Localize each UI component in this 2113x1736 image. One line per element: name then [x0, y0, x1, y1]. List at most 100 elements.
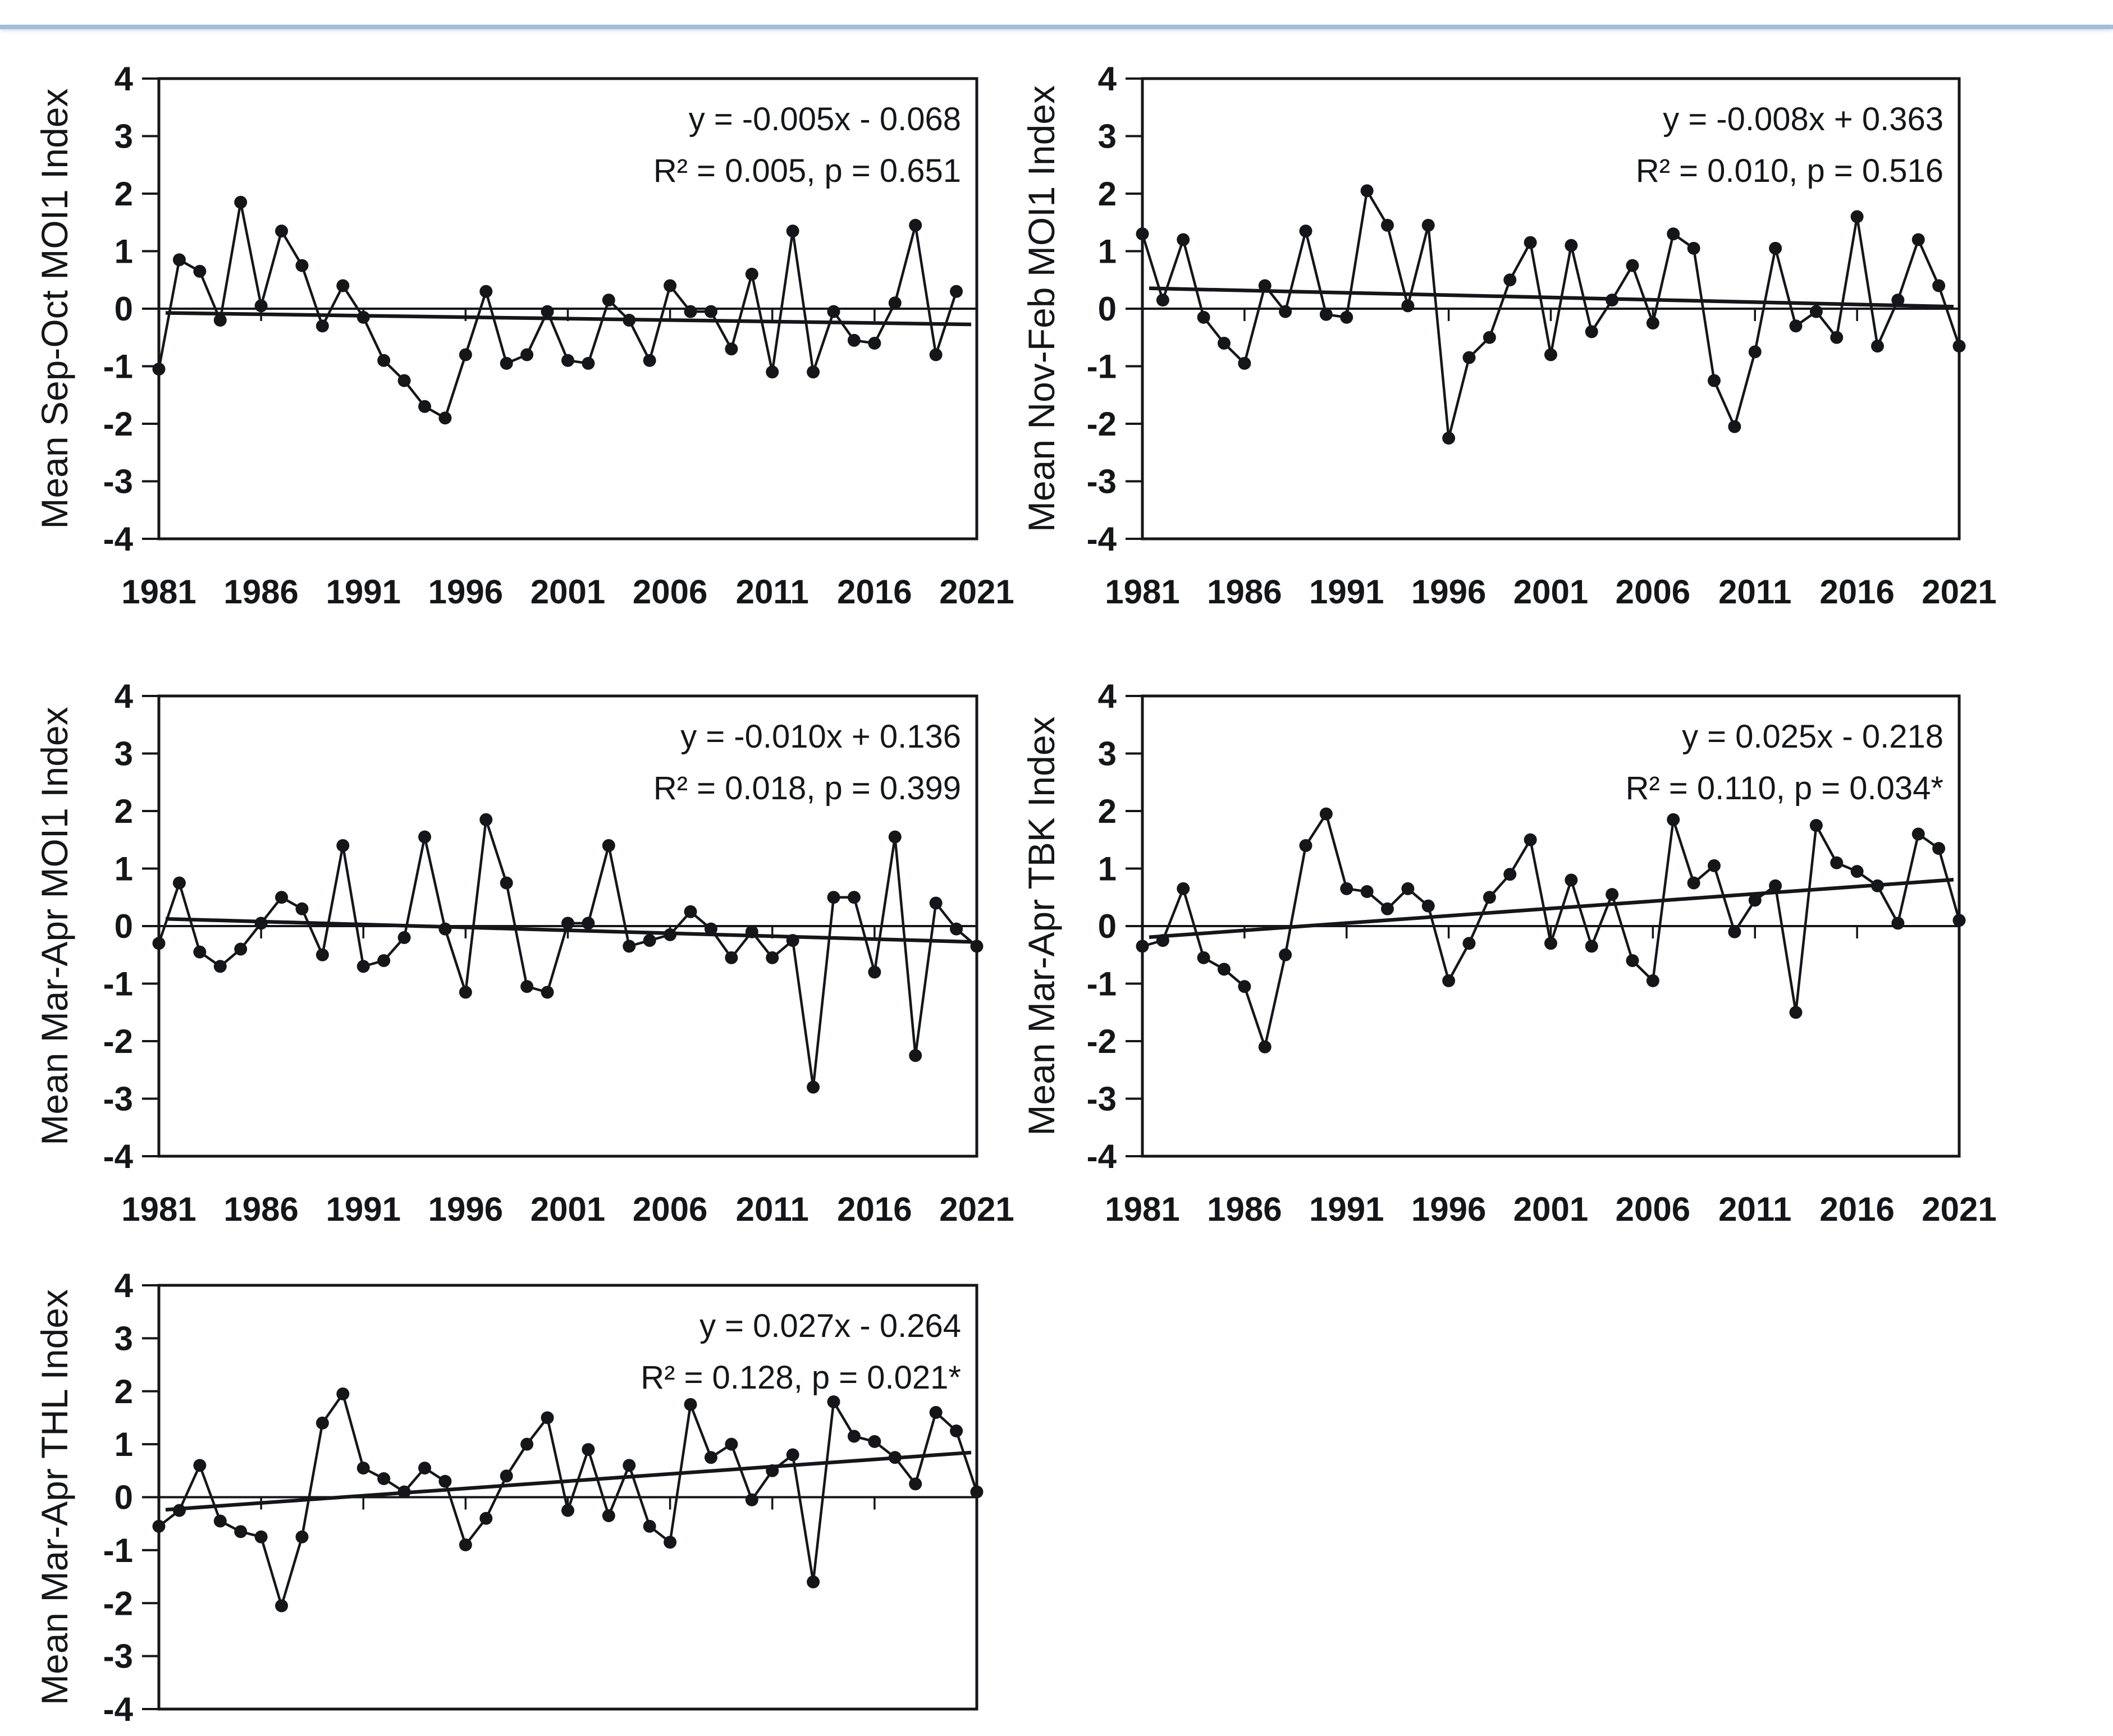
y-tick-label: 0	[1098, 290, 1117, 328]
data-point	[1952, 340, 1966, 353]
data-point	[1932, 842, 1946, 855]
data-point	[1748, 894, 1762, 907]
data-point	[664, 928, 677, 941]
data-point	[356, 310, 370, 324]
y-tick-label: -3	[1087, 463, 1117, 501]
data-point	[336, 839, 350, 852]
data-point	[152, 363, 166, 376]
x-tick-label: 1991	[326, 1190, 401, 1228]
data-point	[929, 1406, 943, 1419]
data-point	[172, 1504, 186, 1517]
data-point	[1197, 310, 1210, 324]
chart-panel-middle-left: -4 -3 -2 -1 0 1 2 3 4 1981 1986 1991 1996 2001 2006 201…	[34, 677, 1014, 1228]
data-point	[1952, 914, 1966, 927]
data-point	[1830, 331, 1844, 344]
x-tick-label: 2021	[939, 1190, 1014, 1228]
series-line	[157, 818, 978, 1089]
data-point	[807, 1080, 820, 1094]
data-point	[1279, 305, 1292, 318]
y-tick-label: 1	[115, 1426, 133, 1463]
data-point	[275, 891, 289, 904]
x-tick-label: 1986	[223, 573, 298, 611]
data-point	[1871, 879, 1884, 892]
y-tick-label: 2	[1098, 175, 1117, 213]
x-tick-label: 2001	[1513, 573, 1588, 611]
data-point	[356, 1462, 370, 1475]
data-point	[541, 986, 554, 999]
x-tick-label: 2001	[530, 573, 605, 611]
y-tick-label: 4	[1098, 60, 1117, 98]
data-point	[500, 356, 513, 370]
data-point	[520, 348, 534, 361]
data-point	[1687, 241, 1700, 255]
data-point	[1197, 951, 1210, 964]
data-point	[1279, 948, 1292, 961]
data-point	[725, 342, 738, 356]
data-point	[1708, 859, 1721, 872]
data-point	[1911, 827, 1925, 841]
equation-label: y = -0.008x + 0.363	[1663, 101, 1943, 138]
y-tick-label: 2	[115, 1373, 133, 1410]
data-point	[479, 285, 493, 298]
data-point	[438, 411, 452, 425]
data-point	[1544, 937, 1557, 950]
data-point	[1299, 225, 1312, 238]
data-point	[1708, 374, 1721, 387]
x-tick-label: 1981	[121, 573, 196, 611]
r-squared-label: R² = 0.018, p = 0.399	[653, 770, 961, 807]
data-point	[868, 1435, 881, 1448]
data-point	[1156, 934, 1169, 947]
data-point	[254, 917, 268, 930]
y-tick-label: 4	[115, 677, 134, 715]
y-axis-title: Mean Nov-Feb MOI1 Index	[1021, 85, 1062, 532]
data-point	[909, 1049, 922, 1062]
data-point	[213, 960, 227, 973]
y-tick-label: -4	[1087, 1138, 1117, 1175]
data-point	[315, 319, 329, 333]
data-point	[827, 1395, 840, 1409]
x-tick-label: 2011	[736, 573, 809, 611]
data-point	[1728, 925, 1741, 938]
x-tick-label: 1981	[1105, 1190, 1179, 1228]
data-point	[602, 294, 615, 307]
data-point	[950, 1424, 963, 1438]
data-point	[1258, 279, 1272, 292]
y-tick-label: -1	[1087, 348, 1117, 386]
data-point	[766, 365, 779, 379]
data-point	[377, 354, 391, 367]
x-tick-label: 2011	[1718, 573, 1791, 611]
data-point	[1667, 227, 1680, 241]
x-tick-label: 1986	[1207, 1190, 1282, 1228]
data-point	[1462, 351, 1476, 364]
data-point	[152, 1519, 166, 1533]
data-point	[1421, 899, 1435, 913]
data-point	[254, 1530, 268, 1543]
data-point	[1503, 868, 1517, 881]
data-point	[479, 813, 493, 826]
data-point	[1585, 940, 1598, 953]
y-axis-title: Mean Sep-Oct MOI1 Index	[34, 88, 75, 529]
data-point	[1401, 882, 1415, 895]
data-point	[356, 960, 370, 973]
data-point	[1177, 882, 1190, 895]
y-tick-label: 3	[1098, 118, 1117, 155]
r-squared-label: R² = 0.010, p = 0.516	[1636, 153, 1943, 189]
data-point	[234, 1525, 248, 1538]
data-point	[807, 365, 820, 379]
x-tick-label: 1991	[1309, 1190, 1384, 1228]
data-point	[1830, 856, 1844, 869]
data-point	[1769, 241, 1782, 255]
data-point	[1319, 308, 1333, 321]
data-point	[213, 314, 227, 327]
y-tick-label: 4	[115, 60, 134, 98]
data-point	[336, 279, 350, 292]
data-point	[970, 940, 984, 953]
data-point	[1238, 356, 1251, 370]
data-point	[1524, 236, 1537, 249]
data-point	[950, 285, 963, 298]
data-point	[459, 986, 472, 999]
data-point	[1585, 325, 1598, 338]
data-point	[1687, 876, 1700, 890]
data-point	[684, 305, 697, 318]
data-point	[1809, 305, 1823, 318]
